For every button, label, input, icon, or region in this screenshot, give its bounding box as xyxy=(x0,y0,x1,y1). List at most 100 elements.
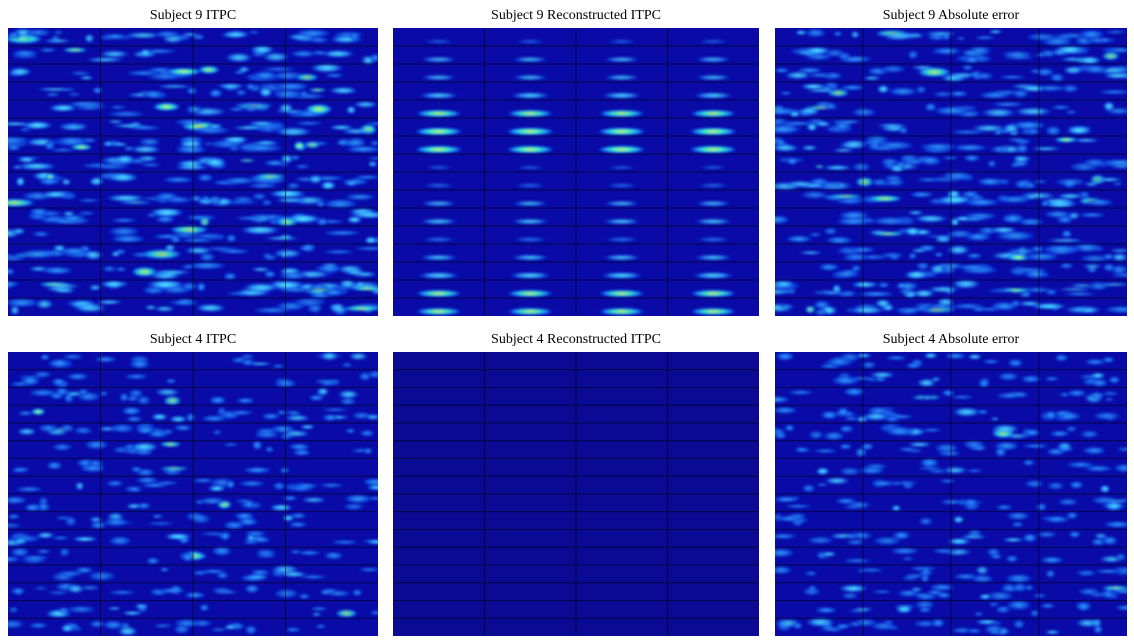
heatmap-blob xyxy=(1067,283,1097,288)
heatmap-blob xyxy=(319,230,365,236)
heatmap-blob xyxy=(695,182,731,189)
heatmap-blob xyxy=(144,213,160,218)
heatmap-blob xyxy=(347,352,370,361)
heatmap-blob xyxy=(1098,484,1111,494)
heatmap-blob xyxy=(104,480,126,487)
heatmap-blob xyxy=(298,89,310,98)
heatmap-blob xyxy=(869,590,895,594)
heatmap-blob xyxy=(914,261,931,271)
heatmap-blob xyxy=(690,91,736,100)
heatmap-blob xyxy=(292,121,326,126)
heatmap-blob xyxy=(1104,416,1116,421)
heatmap-blob xyxy=(327,37,368,42)
heatmap-blob xyxy=(276,271,309,281)
heatmap-blob xyxy=(928,46,965,56)
heatmap-blob xyxy=(261,159,289,167)
heatmap-blob xyxy=(1088,391,1106,400)
heatmap-blob xyxy=(775,214,792,225)
heatmap-blob xyxy=(917,516,935,526)
heatmap-blob xyxy=(102,141,114,147)
heatmap-blob xyxy=(290,449,313,456)
heatmap-blob xyxy=(1045,481,1066,491)
heatmap-blob xyxy=(1076,308,1101,313)
heatmap-blob xyxy=(151,102,182,112)
heatmap-blob xyxy=(339,128,375,135)
heatmap-blob xyxy=(1064,110,1078,114)
heatmap-blob xyxy=(70,102,110,111)
heatmap-blob xyxy=(1078,429,1101,439)
heatmap-blob xyxy=(222,625,238,630)
heatmap-blob xyxy=(50,289,78,293)
heatmap-blob xyxy=(207,395,228,405)
heatmap-blob xyxy=(53,136,91,147)
heatmap-blob xyxy=(279,252,290,258)
heatmap-blob xyxy=(260,51,292,63)
heatmap-blob xyxy=(138,163,163,167)
heatmap-blob xyxy=(993,392,1024,399)
heatmap-blob xyxy=(859,442,876,451)
heatmap-blob xyxy=(1074,569,1099,577)
heatmap-blob xyxy=(813,120,833,127)
heatmap-blob xyxy=(10,228,27,235)
heatmap-blob xyxy=(1095,282,1127,287)
heatmap-blob xyxy=(243,624,259,635)
heatmap-blob xyxy=(986,159,997,169)
heatmap-blob xyxy=(821,430,847,441)
heatmap-blob xyxy=(693,74,734,81)
heatmap-blob xyxy=(825,356,856,368)
heatmap-blob xyxy=(1087,592,1108,598)
heatmap-blob xyxy=(412,127,465,136)
heatmap-blob xyxy=(222,272,238,281)
heatmap-blob xyxy=(775,406,800,415)
heatmap-blob xyxy=(296,245,317,252)
heatmap-blob xyxy=(334,609,359,618)
heatmap-blob xyxy=(859,412,893,421)
heatmap-blob xyxy=(19,555,52,560)
heatmap-blob xyxy=(783,424,796,432)
heatmap-blob xyxy=(600,218,643,225)
heatmap-blob xyxy=(36,177,62,186)
heatmap-blob xyxy=(993,127,1004,137)
heatmap-blob xyxy=(322,73,347,78)
heatmap-blob xyxy=(910,593,934,597)
heatmap-blob xyxy=(52,244,67,252)
heatmap-blob xyxy=(229,125,268,130)
heatmap-blob xyxy=(357,371,372,382)
heatmap-blob xyxy=(272,197,308,203)
heatmap-blob xyxy=(15,248,62,260)
heatmap-blob xyxy=(915,85,928,94)
heatmap-blob xyxy=(794,30,808,36)
heatmap-blob xyxy=(1111,182,1124,186)
heatmap-blob xyxy=(978,307,1003,312)
heatmap-blob xyxy=(41,38,74,43)
heatmap-blob xyxy=(850,30,861,39)
heatmap-blob xyxy=(932,442,961,454)
heatmap-blob xyxy=(1101,253,1117,260)
heatmap-blob xyxy=(987,102,1028,107)
heatmap-blob xyxy=(272,126,315,137)
heatmap-blob xyxy=(605,39,639,44)
heatmap-blob xyxy=(1054,287,1096,291)
heatmap-blob xyxy=(804,536,837,545)
heatmap-blob xyxy=(1102,262,1117,273)
panel-title: Subject 4 ITPC xyxy=(150,332,236,347)
heatmap-blob xyxy=(362,122,378,126)
heatmap-blob xyxy=(965,45,994,55)
heatmap xyxy=(393,352,759,636)
heatmap-blob xyxy=(134,467,157,477)
heatmap-blob xyxy=(1025,195,1040,199)
heatmap-blob xyxy=(1045,249,1077,255)
heatmap-blob xyxy=(267,503,295,512)
heatmap-blob xyxy=(51,30,65,35)
heatmap-blob xyxy=(421,182,457,189)
heatmap-blob xyxy=(362,447,374,455)
heatmap-blob xyxy=(1010,521,1025,528)
heatmap-blob xyxy=(775,352,796,362)
heatmap-blob xyxy=(509,254,552,261)
heatmap-blob xyxy=(162,395,182,406)
heatmap-blob xyxy=(601,74,642,81)
heatmap-blob xyxy=(340,305,378,312)
heatmap-blob xyxy=(284,411,304,415)
heatmap-blob xyxy=(961,64,975,71)
heatmap-blob xyxy=(322,551,346,560)
